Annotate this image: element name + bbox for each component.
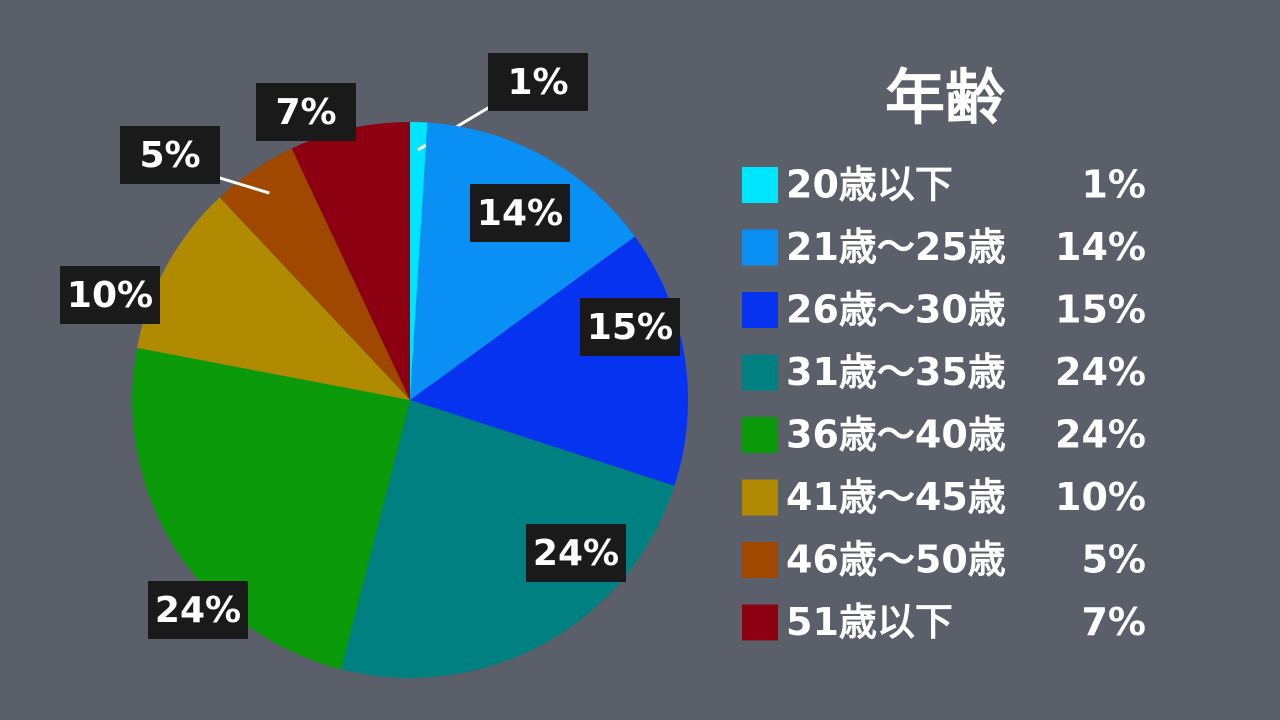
label-box xyxy=(120,126,220,184)
legend-label: 26歳～30歳 xyxy=(786,288,1006,332)
legend-label: 21歳～25歳 xyxy=(786,225,1006,269)
legend-swatch xyxy=(742,354,778,391)
label-box xyxy=(488,53,588,111)
pie-slice xyxy=(136,197,411,400)
data-label: 5% xyxy=(139,135,200,176)
data-label: 24% xyxy=(155,590,241,631)
legend-value: 1% xyxy=(1081,163,1146,207)
label-box xyxy=(60,266,160,324)
chart-title: 年齢 xyxy=(885,64,1005,134)
data-label: 10% xyxy=(67,275,153,316)
legend-label: 31歳～35歳 xyxy=(786,350,1006,394)
pie-slice xyxy=(410,122,428,400)
legend-label: 46歳～50歳 xyxy=(786,538,1006,582)
label-box xyxy=(580,298,680,356)
legend-label: 36歳～40歳 xyxy=(786,413,1006,457)
pie-slice xyxy=(219,148,410,400)
pie-slice xyxy=(340,400,675,679)
legend-label: 41歳～45歳 xyxy=(786,475,1006,519)
data-label: 1% xyxy=(507,62,568,103)
label-box xyxy=(526,524,626,582)
legend-label: 51歳以下 xyxy=(786,600,953,644)
legend-swatch xyxy=(742,417,778,453)
legend-label: 20歳以下 xyxy=(786,163,953,207)
pie-slice xyxy=(131,347,410,670)
pie-slice xyxy=(410,122,635,400)
legend-value: 10% xyxy=(1055,475,1146,519)
data-label: 7% xyxy=(275,92,336,133)
legend-value: 24% xyxy=(1055,413,1146,457)
data-label: 14% xyxy=(477,193,563,234)
label-box xyxy=(148,581,248,639)
label-box xyxy=(256,83,356,141)
legend-swatch xyxy=(742,229,778,266)
legend-swatch xyxy=(742,604,778,641)
legend-swatch xyxy=(742,292,778,328)
legend-value: 24% xyxy=(1055,350,1146,394)
data-label: 24% xyxy=(533,533,619,574)
legend-swatch xyxy=(742,479,778,516)
legend-swatch xyxy=(742,542,778,578)
pie-slice xyxy=(291,122,410,400)
legend-value: 5% xyxy=(1081,538,1146,582)
data-label: 15% xyxy=(587,307,673,348)
legend-value: 14% xyxy=(1055,225,1146,269)
legend-swatch xyxy=(742,167,778,203)
legend-value: 7% xyxy=(1081,600,1146,644)
legend-value: 15% xyxy=(1055,288,1146,332)
label-box xyxy=(470,184,570,242)
